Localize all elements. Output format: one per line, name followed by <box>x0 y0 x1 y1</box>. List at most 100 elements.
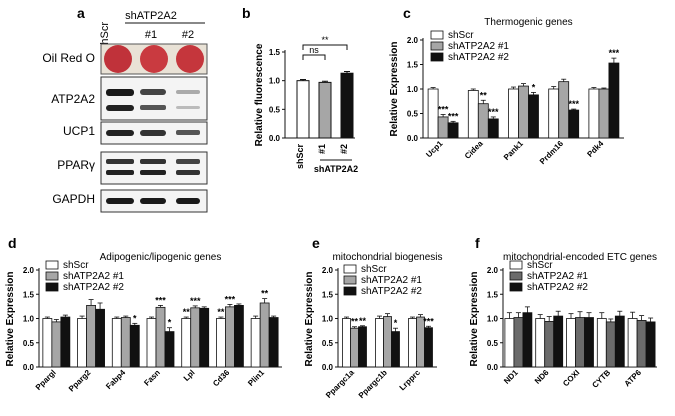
bar-Lrpprc-series-2 <box>424 327 433 368</box>
band <box>140 170 166 175</box>
bar-Ppargc1a-series-2 <box>358 326 367 368</box>
panel-letter-d: d <box>8 235 17 251</box>
x-tick-label: COXI <box>561 368 581 388</box>
y-tick-label: 2.0 <box>487 266 499 275</box>
x-tick-label: Ppargc1b <box>357 368 389 400</box>
x-tick-label: Ppargc1a <box>324 368 356 400</box>
bar-ATP6-series-0 <box>627 318 638 368</box>
blot-atp2a2 <box>100 76 208 121</box>
y-tick-label: 1.5 <box>487 290 499 299</box>
bar-Prdm16-series-0 <box>548 88 560 139</box>
y-tick-label: 0.5 <box>487 339 499 348</box>
bar-Fabp4-series-2 <box>129 324 140 368</box>
x-tick-label: Ucp1 <box>424 139 445 160</box>
bar-Fasn-series-1 <box>155 306 166 368</box>
y-tick-label: 0.0 <box>487 363 499 372</box>
column-label-shatp2a2: shATP2A2 <box>125 10 177 22</box>
band <box>140 159 166 164</box>
legend-swatch <box>509 282 523 292</box>
legend-label: shATP2A2 #2 <box>361 286 422 297</box>
band <box>176 159 200 164</box>
significance-stars: ** <box>261 289 269 299</box>
band <box>176 198 200 204</box>
chart-title: mitochondrial biogenesis <box>332 252 442 263</box>
legend-swatch <box>343 264 357 274</box>
band <box>176 90 200 94</box>
band <box>106 159 134 164</box>
x-tick-label: Lpl <box>182 368 197 383</box>
x-tick-label: Pdk4 <box>585 139 605 159</box>
row-label-ucp1: UCP1 <box>63 124 95 138</box>
band <box>140 89 166 95</box>
bar-Pparg2-series-0 <box>77 318 87 368</box>
y-tick-label: 1.0 <box>269 77 281 86</box>
x-tick-label: Pank1 <box>502 139 525 162</box>
legend-label: shATP2A2 #1 <box>63 271 124 282</box>
x-tick-label: Lrpprc <box>398 368 423 393</box>
x-tick-label: #1 <box>317 144 327 154</box>
y-tick-label: 0.5 <box>322 339 334 348</box>
bar-ATP6-series-1 <box>636 320 647 368</box>
x-tick-label: Fabp4 <box>104 368 127 391</box>
legend-label: shATP2A2 #1 <box>527 271 588 282</box>
bar-Ucp1-series-0 <box>427 88 439 139</box>
legend-swatch <box>45 271 59 281</box>
oil-red-o-well-2 <box>140 45 168 73</box>
bar-Cd36-series-2 <box>234 305 244 368</box>
y-tick-label: 1.0 <box>407 85 419 94</box>
y-axis-label: Relative Expression <box>304 271 315 366</box>
panel-e-chart: e mitochondrial biogenesis 0.0 0.5 1.0 1.5 2.0… <box>304 235 443 400</box>
bar-CYTB-series-2 <box>614 315 625 368</box>
y-tick-label: 0.5 <box>269 105 281 114</box>
x-tick-label: ATP6 <box>623 368 644 389</box>
bar-Lpl-series-0 <box>181 318 192 368</box>
legend-label: shScr <box>361 264 387 275</box>
column-label-shscr: shScr <box>99 22 111 50</box>
legend-label: shATP2A2 #1 <box>361 275 422 286</box>
significance-label: ** <box>321 35 329 45</box>
panel-b-chart: b 0.0 0.5 1.0 1.5 Relative fluorescence shScr #… <box>242 5 358 174</box>
x-tick-label: ND1 <box>502 368 520 386</box>
bar-Ucp1-series-1 <box>437 116 449 139</box>
bar-Ucp1-series-2 <box>447 122 459 139</box>
y-tick-label: 1.5 <box>269 48 281 57</box>
significance-stars: *** <box>423 316 434 326</box>
panel-f-chart: f mitochondrial-encoded ETC genes 0.0 0.5 1.… <box>469 235 657 390</box>
significance-bracket <box>302 54 326 60</box>
row-label-ppar-gamma: PPARγ <box>57 158 95 172</box>
legend-swatch <box>430 30 444 40</box>
bar-Plin1-series-0 <box>250 318 261 368</box>
bar-Cidea-series-1 <box>477 103 489 139</box>
x-tick-label: Fasn <box>142 368 162 388</box>
bar-Pank1-series-2 <box>528 94 539 139</box>
band <box>176 170 200 175</box>
significance-stars: * <box>394 318 398 328</box>
y-tick-label: 1.0 <box>487 315 499 324</box>
significance-stars: *** <box>609 48 620 58</box>
x-tick-label: Plin1 <box>246 368 266 388</box>
y-tick-label: 1.5 <box>23 290 35 299</box>
significance-stars: ** <box>359 316 367 326</box>
bar-Lpl-series-2 <box>199 307 210 368</box>
bar-Ppargl-series-2 <box>60 316 71 368</box>
band <box>176 106 200 109</box>
bar-Ppargc1b-series-1 <box>383 316 392 368</box>
bar-Cidea-series-0 <box>467 90 479 139</box>
x-tick-label: Pparg2 <box>67 368 93 394</box>
legend-swatch <box>430 52 444 62</box>
bar-ND6-series-0 <box>535 318 546 368</box>
x-tick-label: Cd36 <box>211 368 232 389</box>
y-tick-label: 1.5 <box>322 290 334 299</box>
group-label: shATP2A2 <box>314 164 358 174</box>
bar-Pparg2-series-2 <box>95 308 105 368</box>
bar-Lpl-series-1 <box>190 307 201 368</box>
row-label-oil-red-o: Oil Red O <box>42 51 95 65</box>
legend-swatch <box>45 260 59 270</box>
x-tick-label: Prdm16 <box>538 139 566 167</box>
y-tick-label: 0.0 <box>407 134 419 143</box>
legend-swatch <box>45 282 59 292</box>
bar-Pdk4-series-2 <box>608 62 620 139</box>
chart-title: Thermogenic genes <box>484 17 572 28</box>
bar-Plin1-series-1 <box>259 302 270 368</box>
